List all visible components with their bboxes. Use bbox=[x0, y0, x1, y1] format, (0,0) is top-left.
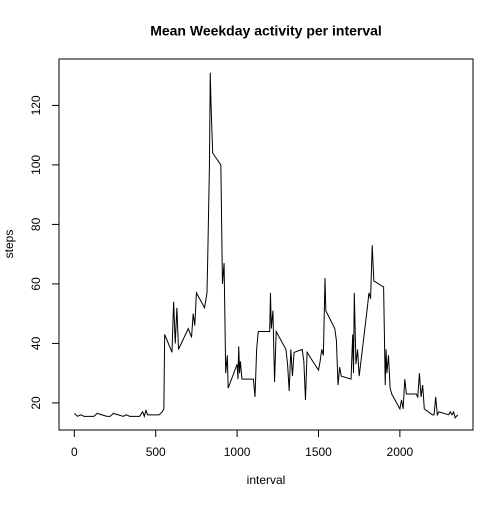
x-tick-label: 1000 bbox=[224, 445, 251, 459]
y-axis-label: steps bbox=[2, 230, 16, 259]
data-line bbox=[73, 72, 459, 419]
chart-title: Mean Weekday activity per interval bbox=[150, 23, 382, 39]
x-tick-label: 1500 bbox=[305, 445, 332, 459]
y-tick-label: 60 bbox=[29, 277, 43, 291]
plot-frame bbox=[58, 58, 474, 431]
x-tick-label: 2000 bbox=[387, 445, 414, 459]
x-tick-label: 500 bbox=[146, 445, 166, 459]
x-axis-label: interval bbox=[247, 473, 286, 487]
y-tick-label: 100 bbox=[29, 155, 43, 175]
y-tick-label: 20 bbox=[29, 396, 43, 410]
y-tick-label: 80 bbox=[29, 217, 43, 231]
y-tick-label: 120 bbox=[29, 95, 43, 115]
y-tick-label: 40 bbox=[29, 336, 43, 350]
x-tick-label: 0 bbox=[71, 445, 78, 459]
